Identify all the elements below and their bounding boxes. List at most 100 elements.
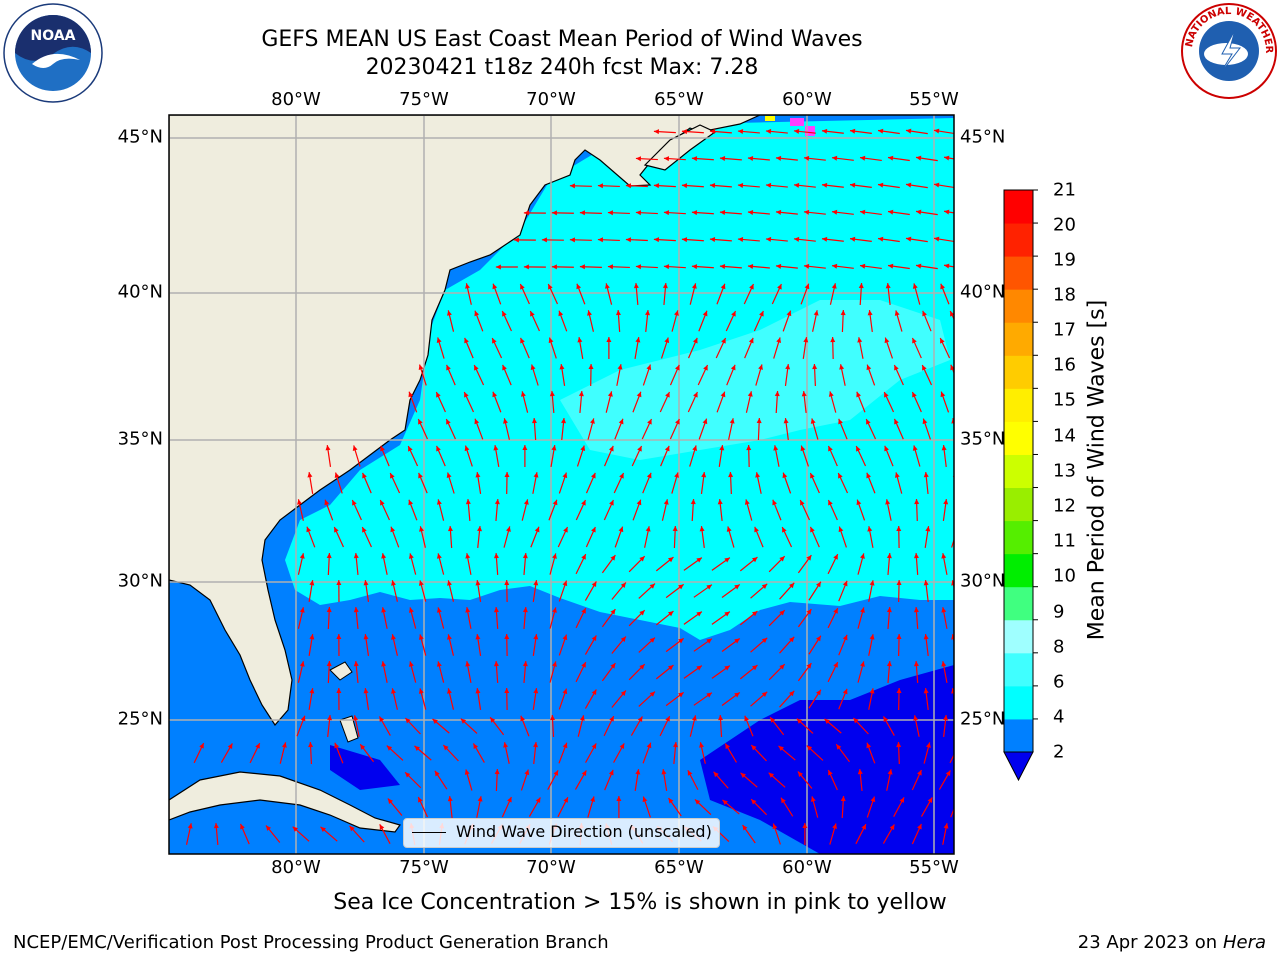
- wave-arrow-head: [913, 553, 919, 559]
- wave-arrow-head: [408, 661, 414, 667]
- wave-arrow-head: [569, 237, 575, 243]
- wave-arrow-head: [436, 445, 441, 452]
- wave-arrow-head: [831, 155, 838, 161]
- wave-arrow-head: [240, 823, 245, 830]
- wave-arrow-head: [709, 237, 716, 243]
- wave-arrow-head: [773, 445, 779, 451]
- wave-arrow-head: [720, 391, 726, 398]
- wave-arrow-head: [906, 128, 912, 134]
- wave-arrow-head: [418, 364, 424, 371]
- wave-arrow-head: [896, 526, 902, 532]
- wave-arrow-head: [664, 445, 670, 452]
- wave-arrow-head: [668, 665, 674, 671]
- wave-arrow-head: [522, 445, 528, 451]
- wave-arrow-head: [755, 472, 761, 478]
- wave-arrow-head: [465, 607, 471, 613]
- colorbar-band: [1004, 223, 1033, 257]
- wave-arrow-head: [867, 310, 873, 316]
- wave-arrow-head: [336, 634, 342, 640]
- wave-arrow-head: [668, 611, 674, 617]
- footer-date-text: 23 Apr 2023 on: [1077, 932, 1223, 953]
- wave-arrow-head: [292, 826, 299, 832]
- wave-arrow-head: [522, 661, 528, 667]
- wave-arrow-head: [663, 264, 670, 270]
- wave-arrow-head: [724, 611, 730, 617]
- wave-arrow-head: [717, 499, 723, 505]
- wave-arrow-head: [765, 182, 772, 188]
- colorbar-tick: 8: [1053, 636, 1065, 658]
- wave-arrow-head: [349, 825, 355, 832]
- wave-arrow-head: [719, 156, 726, 162]
- wave-arrow-head: [653, 129, 660, 135]
- wave-arrow-head: [493, 607, 499, 613]
- wave-arrow-head: [381, 553, 387, 559]
- wave-arrow-head: [758, 364, 763, 370]
- wave-arrow-head: [816, 689, 821, 696]
- wave-arrow-head: [637, 716, 643, 723]
- wave-arrow-head: [477, 526, 483, 532]
- wave-arrow-head: [563, 797, 568, 803]
- colorbar-band: [1004, 388, 1033, 422]
- wave-arrow-head: [672, 526, 678, 532]
- colorbar-band: [1004, 685, 1033, 720]
- wave-arrow-head: [447, 526, 453, 532]
- wave-arrow-head: [804, 283, 810, 290]
- wave-arrow-head: [562, 634, 568, 641]
- wave-arrow-head: [390, 473, 395, 479]
- nws-logo: NATIONAL WEATHER SERVICE: [1180, 2, 1277, 99]
- wave-arrow-head: [665, 716, 670, 722]
- wave-arrow-head: [391, 634, 396, 640]
- wave-arrow-head: [761, 691, 768, 697]
- wave-arrow-head: [726, 526, 732, 532]
- wave-arrow-head: [696, 665, 702, 671]
- wave-arrow-head: [917, 769, 922, 776]
- wave-arrow-head: [782, 527, 787, 533]
- wave-arrow-head: [475, 472, 481, 478]
- colorbar-tick: 4: [1053, 706, 1065, 728]
- wave-arrow-head: [692, 445, 698, 451]
- wave-arrow-head: [842, 634, 848, 641]
- lon-tick-top: 65°W: [654, 89, 704, 110]
- wave-arrow-head: [833, 608, 838, 614]
- wave-arrow-head: [828, 391, 834, 397]
- wave-arrow-head: [747, 263, 754, 269]
- wave-arrow-head: [477, 796, 483, 802]
- wave-arrow-head: [580, 445, 586, 452]
- wave-arrow-head: [353, 715, 359, 721]
- wave-arrow-head: [464, 392, 469, 398]
- wave-arrow-head: [896, 742, 902, 748]
- wave-arrow-head: [806, 663, 812, 669]
- wave-arrow-head: [849, 182, 856, 188]
- wave-arrow-head: [748, 337, 754, 344]
- wave-arrow-head: [913, 715, 919, 721]
- wave-arrow-head: [490, 717, 496, 723]
- wave-arrow-head: [779, 556, 785, 562]
- wave-arrow-head: [591, 526, 596, 533]
- wave-arrow-head: [859, 263, 866, 269]
- colorbar-tick: 19: [1053, 249, 1076, 271]
- wave-arrow-head: [408, 607, 414, 613]
- wave-arrow-head: [912, 283, 918, 289]
- wave-arrow-head: [887, 209, 894, 215]
- wave-arrow-head: [300, 715, 306, 722]
- wave-arrow-head: [647, 419, 652, 425]
- wave-arrow-head: [922, 365, 927, 371]
- colorbar-band: [1004, 652, 1033, 687]
- wave-arrow-head: [691, 264, 698, 270]
- wave-arrow-head: [678, 584, 684, 590]
- colorbar-band: [1004, 190, 1033, 224]
- wave-arrow-head: [607, 391, 613, 397]
- wave-arrow-head: [737, 128, 744, 134]
- wave-arrow-head: [636, 391, 642, 398]
- wave-arrow-head: [299, 553, 305, 559]
- wave-arrow-head: [434, 770, 440, 777]
- lon-tick-bottom: 75°W: [399, 857, 449, 878]
- wave-arrow-head: [579, 264, 585, 270]
- wave-arrow-head: [609, 499, 614, 506]
- wave-arrow-head: [381, 607, 387, 613]
- wave-arrow-head: [635, 337, 641, 343]
- noaa-logo: NOAA: [3, 3, 103, 103]
- wave-arrow-head: [306, 526, 312, 533]
- wave-arrow-head: [533, 742, 539, 748]
- colorbar-tick: 12: [1053, 495, 1076, 517]
